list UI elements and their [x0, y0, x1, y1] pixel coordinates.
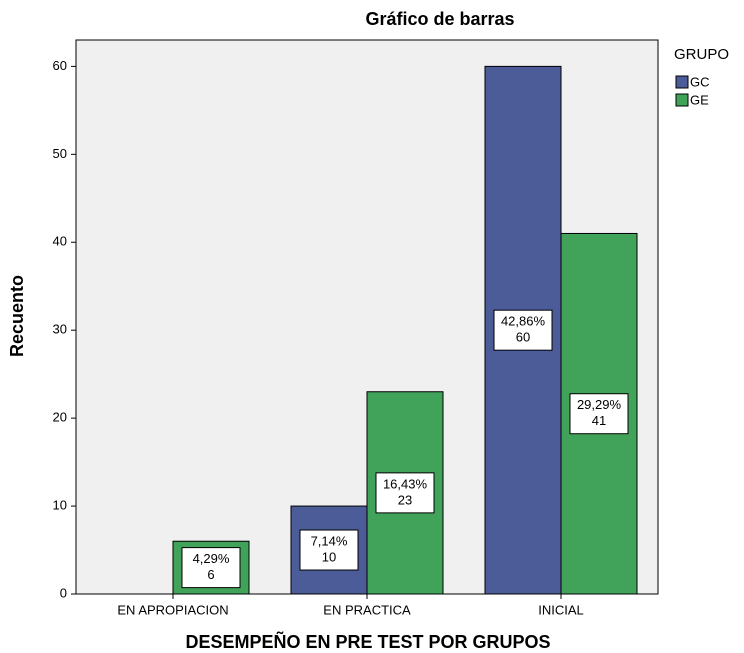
x-tick-label: EN APROPIACION	[117, 602, 228, 617]
data-label-box	[569, 393, 629, 435]
legend-swatch	[675, 75, 689, 89]
x-tick-label: EN PRACTICA	[323, 602, 411, 617]
data-label-box	[181, 547, 241, 589]
y-axis-title: Recuento	[7, 275, 27, 357]
data-label-percent: 16,43%	[383, 476, 428, 491]
y-tick-label: 20	[53, 410, 67, 425]
y-tick-label: 60	[53, 58, 67, 73]
data-label-count: 10	[322, 549, 336, 564]
legend-swatch	[675, 93, 689, 107]
data-label-percent: 4,29%	[193, 551, 230, 566]
data-label-count: 23	[398, 492, 412, 507]
y-tick-label: 30	[53, 322, 67, 337]
y-tick-label: 50	[53, 146, 67, 161]
data-label-percent: 42,86%	[501, 314, 546, 329]
y-tick-label: 0	[60, 585, 67, 600]
data-label-percent: 29,29%	[577, 397, 622, 412]
data-label-percent: 7,14%	[311, 533, 348, 548]
legend-label: GE	[690, 92, 709, 107]
y-tick-label: 10	[53, 498, 67, 513]
x-tick-label: INICIAL	[538, 602, 584, 617]
data-label-count: 6	[207, 567, 214, 582]
data-label-count: 41	[592, 413, 606, 428]
data-label-box	[299, 529, 359, 571]
data-label-count: 60	[516, 330, 530, 345]
data-label-box	[493, 309, 553, 351]
x-axis-title: DESEMPEÑO EN PRE TEST POR GRUPOS	[185, 631, 550, 652]
legend-title: GRUPO	[674, 46, 729, 63]
y-tick-label: 40	[53, 234, 67, 249]
legend-label: GC	[690, 74, 710, 89]
data-label-box	[375, 472, 435, 514]
chart-title: Gráfico de barras	[365, 9, 514, 29]
